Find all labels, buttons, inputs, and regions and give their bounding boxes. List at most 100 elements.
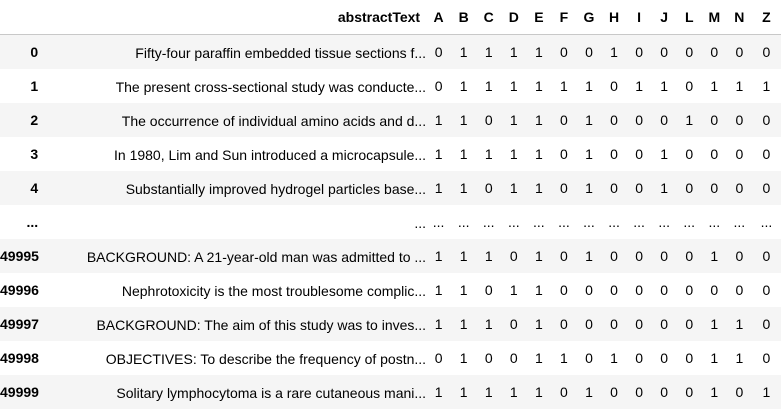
label-cell: ... (683, 214, 696, 230)
column-header-h: H (601, 0, 627, 35)
abstract-text: The present cross-sectional study was co… (115, 78, 427, 95)
label-cell: 0 (560, 384, 568, 400)
label-cell: 1 (534, 350, 543, 366)
label-cell: 1 (484, 248, 493, 264)
label-cell: 1 (685, 112, 694, 128)
label-cell: 0 (685, 248, 694, 264)
label-cell: 0 (735, 282, 744, 298)
label-cell: 0 (685, 78, 694, 94)
abstract-text: Nephrotoxicity is the most troublesome c… (121, 282, 427, 299)
label-cell: 1 (660, 180, 669, 196)
abstract-text-cell: The present cross-sectional study was co… (52, 69, 426, 103)
label-cell: 0 (710, 112, 719, 128)
label-cell: 1 (509, 180, 518, 196)
label-cell: 1 (660, 78, 669, 94)
label-cell: 0 (710, 146, 719, 162)
label-cell: 0 (585, 44, 593, 60)
label-cell: 0 (610, 78, 618, 94)
column-header-b: B (451, 0, 477, 35)
label-cell: 0 (560, 282, 568, 298)
label-cell: 1 (585, 384, 593, 400)
label-cell: ... (533, 214, 545, 230)
label-cell: 1 (459, 78, 468, 94)
label-cell: 0 (560, 146, 568, 162)
label-cell: 1 (735, 350, 744, 366)
label-cell: 0 (610, 180, 618, 196)
column-header-n: N (726, 0, 752, 35)
table-row: 49996 Nephrotoxicity is the most troubles… (0, 273, 781, 307)
label-cell: ... (708, 214, 721, 230)
abstract-text-cell: BACKGROUND: A 21-year-old man was admitt… (52, 239, 426, 273)
abstract-text-cell: OBJECTIVES: To describe the frequency of… (52, 341, 426, 375)
label-cell: 1 (534, 112, 543, 128)
label-cell: ... (457, 214, 470, 230)
table-row: 0 Fifty-four paraffin embedded tissue sec… (0, 34, 781, 69)
label-cell: 0 (560, 316, 568, 332)
label-cell: 0 (635, 146, 643, 162)
label-cell: ... (482, 214, 495, 230)
label-cell: ... (432, 214, 445, 230)
label-cell: 0 (610, 146, 618, 162)
table-row: 4 Substantially improved hydrogel particl… (0, 171, 781, 205)
label-cell: ... (760, 214, 773, 230)
label-cell: 0 (509, 316, 518, 332)
label-cell: 0 (635, 384, 643, 400)
column-header-e: E (526, 0, 552, 35)
label-cell: 0 (735, 146, 744, 162)
column-header-f: F (551, 0, 577, 35)
label-cell: 0 (635, 282, 643, 298)
column-header-c: C (476, 0, 502, 35)
column-header-g: G (576, 0, 602, 35)
index-header (0, 0, 53, 35)
label-cell: 1 (534, 282, 543, 298)
label-cell: 0 (484, 350, 493, 366)
label-cell: 0 (509, 248, 518, 264)
abstract-text: The occurrence of individual amino acids… (121, 112, 427, 129)
label-cell: 1 (459, 180, 468, 196)
label-cell: 0 (560, 180, 568, 196)
table-row: 3 In 1980, Lim and Sun introduced a micro… (0, 137, 781, 171)
label-cell: 1 (459, 282, 468, 298)
abstract-text-cell: ... (52, 205, 426, 239)
label-cell: 0 (635, 180, 643, 196)
column-header-a: A (426, 0, 452, 35)
label-cell: 1 (459, 44, 468, 60)
label-cell: 1 (710, 248, 719, 264)
label-cell: 0 (735, 44, 744, 60)
label-cell: 1 (459, 316, 468, 332)
column-header-j: J (651, 0, 677, 35)
table-row: 1 The present cross-sectional study was c… (0, 69, 781, 103)
label-cell: 0 (585, 350, 593, 366)
label-cell: 0 (660, 316, 669, 332)
abstract-text: Substantially improved hydrogel particle… (125, 180, 427, 197)
label-cell: 1 (459, 112, 468, 128)
label-cell: 0 (635, 248, 643, 264)
table-row: ........................................… (0, 205, 781, 239)
label-cell: 0 (484, 180, 493, 196)
label-cell: 1 (434, 180, 443, 196)
label-cell: 1 (710, 78, 719, 94)
label-cell: 1 (484, 384, 493, 400)
label-cell: 0 (610, 316, 618, 332)
label-cell: 0 (434, 44, 443, 60)
label-cell: 0 (635, 44, 643, 60)
label-cell: 0 (685, 282, 694, 298)
label-cell: 1 (660, 146, 669, 162)
abstract-text: Solitary lymphocytoma is a rare cutaneou… (116, 384, 427, 401)
label-cell: 1 (710, 316, 719, 332)
table-row: 49998 OBJECTIVES: To describe the frequen… (0, 341, 781, 375)
label-cell: 1 (585, 112, 593, 128)
abstract-text: In 1980, Lim and Sun introduced a microc… (114, 146, 427, 163)
label-cell: 0 (735, 180, 744, 196)
label-cell: 1 (534, 44, 543, 60)
abstract-text: OBJECTIVES: To describe the frequency of… (105, 350, 427, 367)
label-cell: ... (583, 214, 595, 230)
label-cell: 0 (762, 44, 771, 60)
label-cell: 0 (560, 248, 568, 264)
abstract-text-cell: Solitary lymphocytoma is a rare cutaneou… (52, 375, 426, 409)
label-cell: 0 (585, 316, 593, 332)
label-cell: 1 (434, 384, 443, 400)
label-cell: ... (733, 214, 746, 230)
label-cell: 0 (635, 112, 643, 128)
